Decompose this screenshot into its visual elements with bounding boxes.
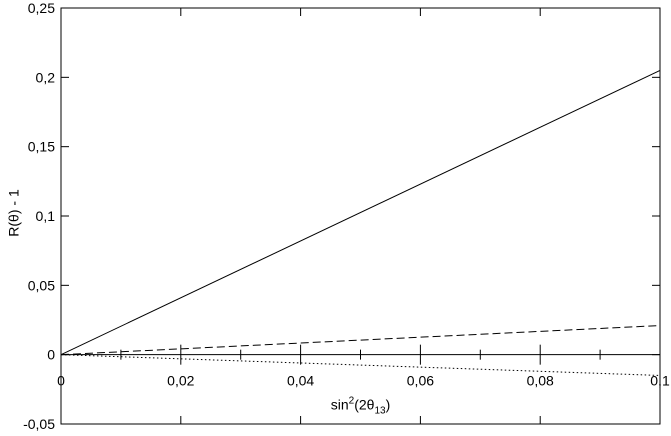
y-tick-label: 0,2 — [36, 69, 56, 85]
series-group — [60, 69, 661, 376]
x-tick-label: 0,06 — [407, 373, 434, 389]
plot-frame — [60, 7, 661, 425]
y-axis-ticks: -0,05 0 0,05 0,1 0,15 0,2 0,25 — [23, 0, 660, 432]
x-axis-label-sub: 13 — [374, 406, 386, 417]
x-axis-label-mid: (2θ — [354, 397, 374, 413]
y-tick-label: -0,05 — [23, 416, 55, 432]
series-line-dashed — [60, 325, 661, 356]
x-tick-label: 0,1 — [650, 373, 670, 389]
x-axis-label: sin2(2θ13) — [331, 396, 391, 417]
x-axis-ticks: 0 0,02 0,04 0,06 0,08 0,1 — [57, 8, 670, 424]
y-tick-label: 0,25 — [28, 0, 55, 16]
x-tick-label: 0,08 — [527, 373, 554, 389]
x-axis-label-sup: 2 — [349, 396, 355, 407]
x-tick-label: 0 — [57, 373, 65, 389]
series-line-solid — [60, 69, 661, 356]
x-tick-label: 0,04 — [287, 373, 314, 389]
x-axis-label-main: sin — [331, 397, 349, 413]
y-tick-label: 0,1 — [36, 208, 56, 224]
y-axis-label: R(θ) - 1 — [6, 189, 22, 237]
zero-line-minor-ticks — [120, 344, 601, 365]
y-tick-label: 0,15 — [28, 139, 55, 155]
y-tick-label: 0 — [47, 347, 55, 363]
x-tick-label: 0,02 — [167, 373, 194, 389]
x-axis-label-end: ) — [386, 397, 391, 413]
y-tick-label: 0,05 — [28, 277, 55, 293]
